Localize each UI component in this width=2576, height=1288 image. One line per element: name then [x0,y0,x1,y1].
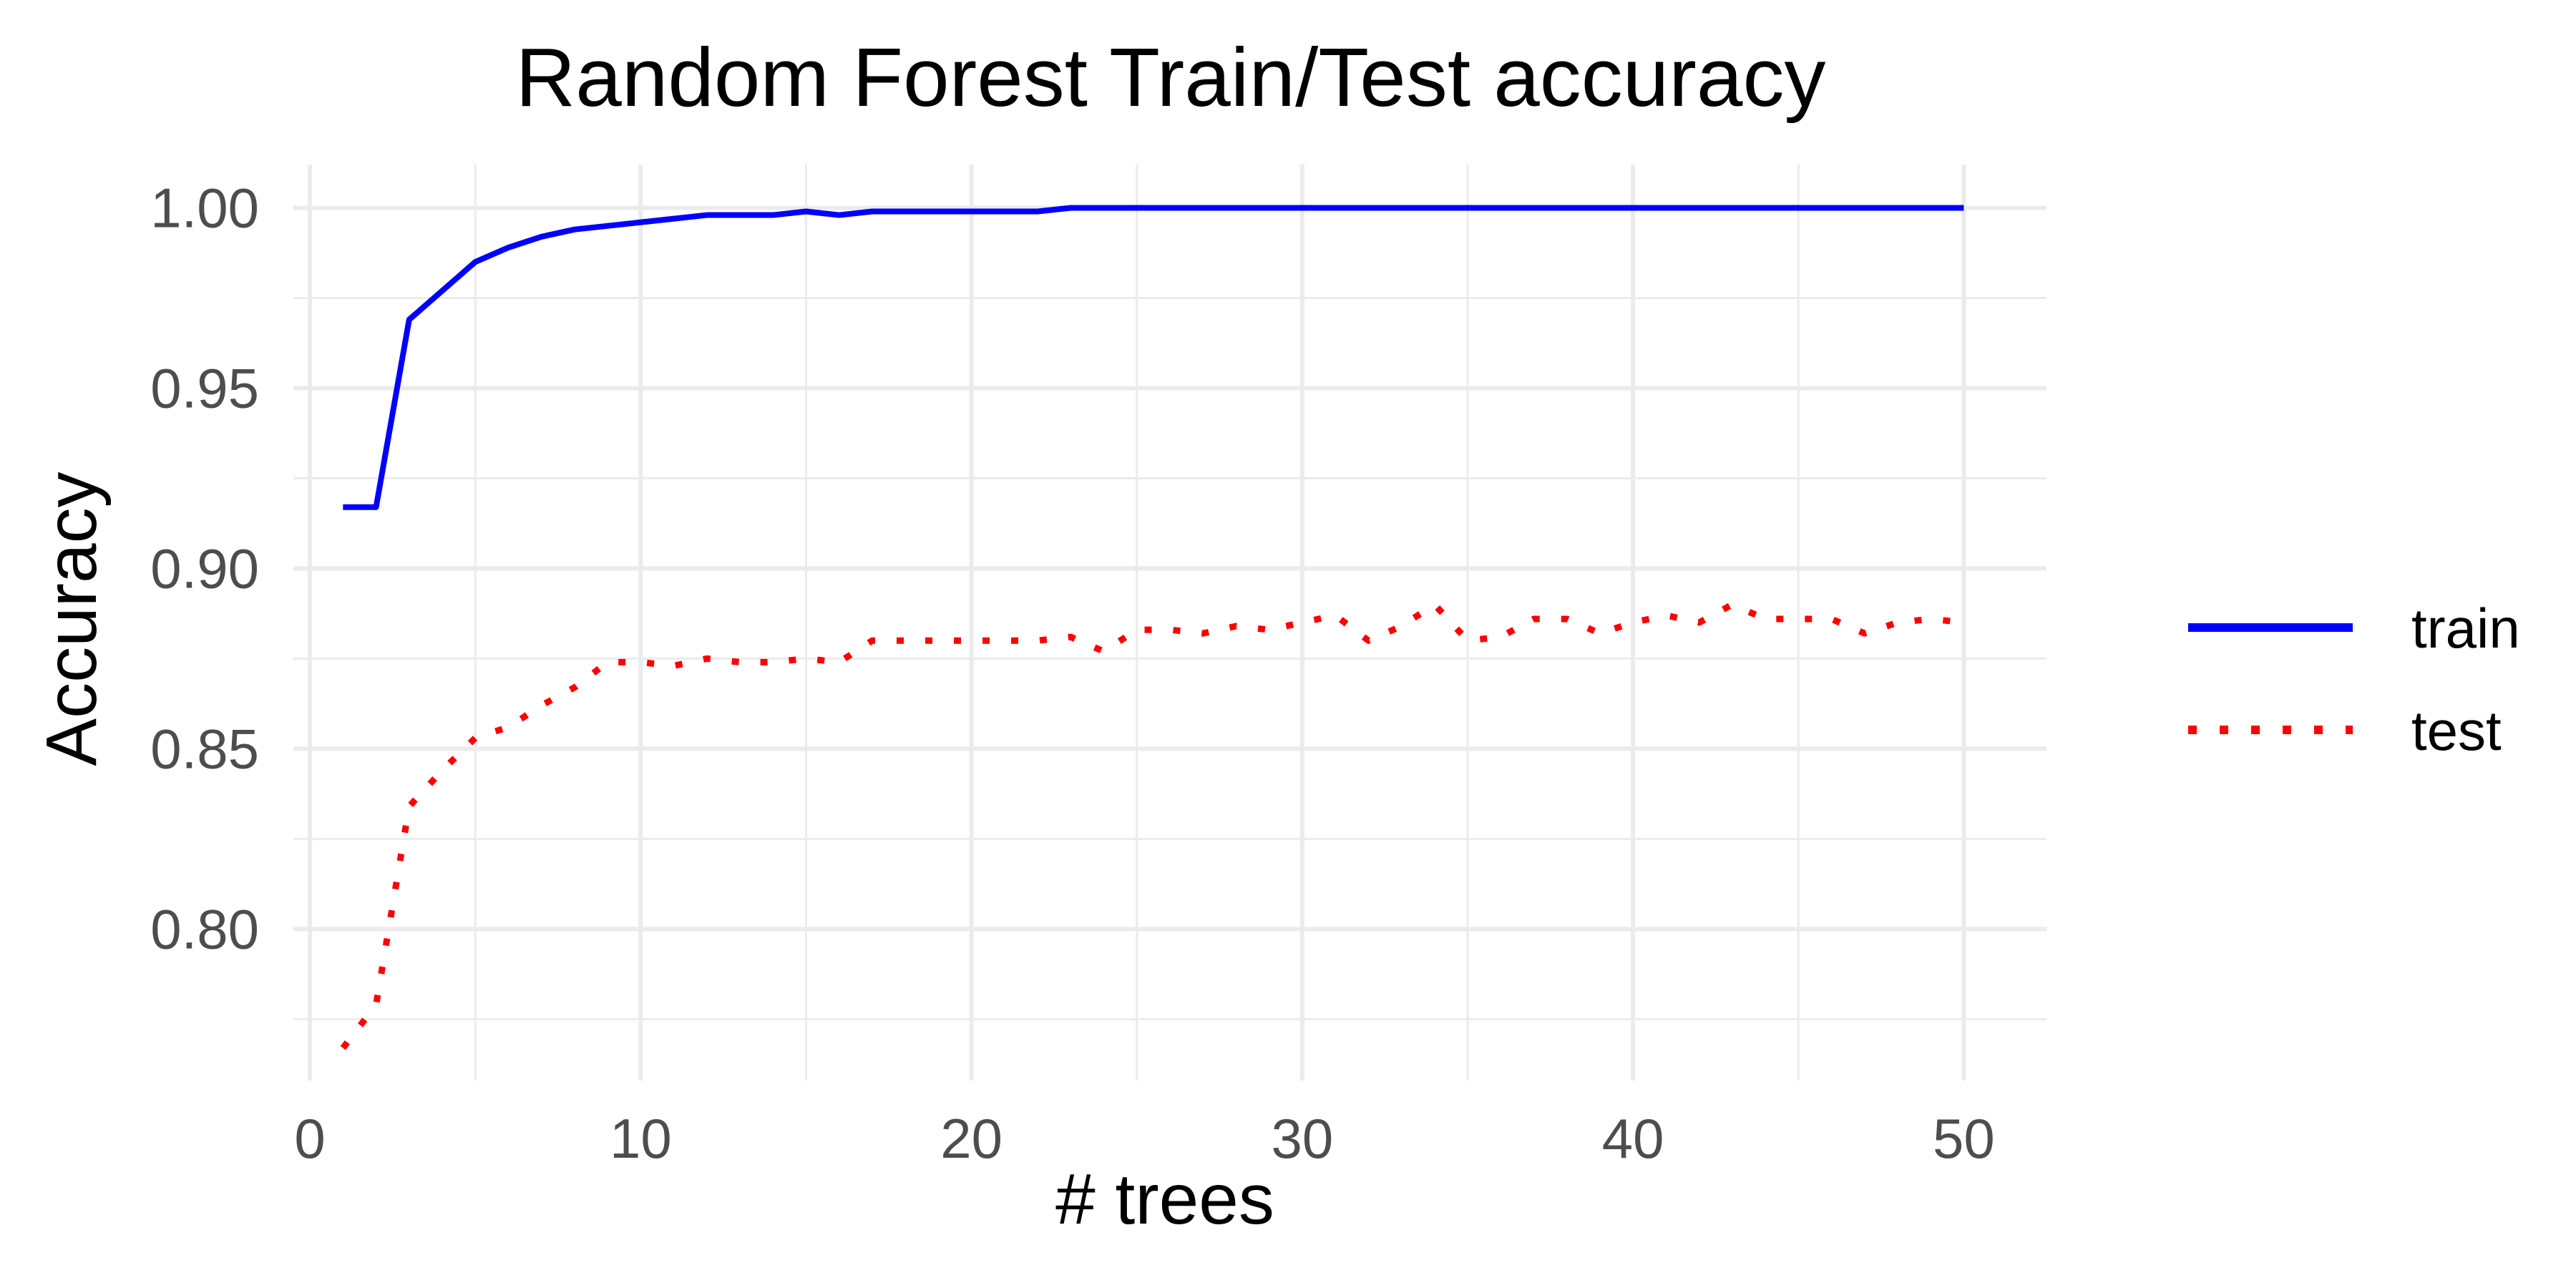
x-tick-label: 20 [940,1107,1002,1170]
legend-label-train: train [2411,597,2520,660]
x-axis-title: # trees [1055,1159,1274,1239]
series-line-train [343,205,1964,510]
x-tick-label: 10 [610,1107,672,1170]
x-axis-ticks: 0 10 20 30 40 50 [294,1107,1994,1170]
y-tick-label: 0.85 [150,717,259,780]
y-axis-title: Accuracy [31,472,112,766]
y-tick-label: 0.90 [150,537,259,600]
legend: train test [2188,597,2520,762]
y-tick-label: 0.95 [150,356,259,419]
chart-title: Random Forest Train/Test accuracy [516,31,1826,124]
y-axis-ticks: 0.80 0.85 0.90 0.95 1.00 [150,176,259,960]
y-tick-label: 0.80 [150,897,259,960]
legend-label-test: test [2411,699,2502,762]
x-tick-label: 30 [1272,1107,1334,1170]
x-tick-label: 50 [1933,1107,1995,1170]
x-tick-label: 40 [1602,1107,1664,1170]
series-lines [340,205,1964,1050]
grid [293,165,2046,1080]
series-line-test [340,601,1964,1050]
y-tick-label: 1.00 [150,176,259,239]
x-tick-label: 0 [294,1107,325,1170]
